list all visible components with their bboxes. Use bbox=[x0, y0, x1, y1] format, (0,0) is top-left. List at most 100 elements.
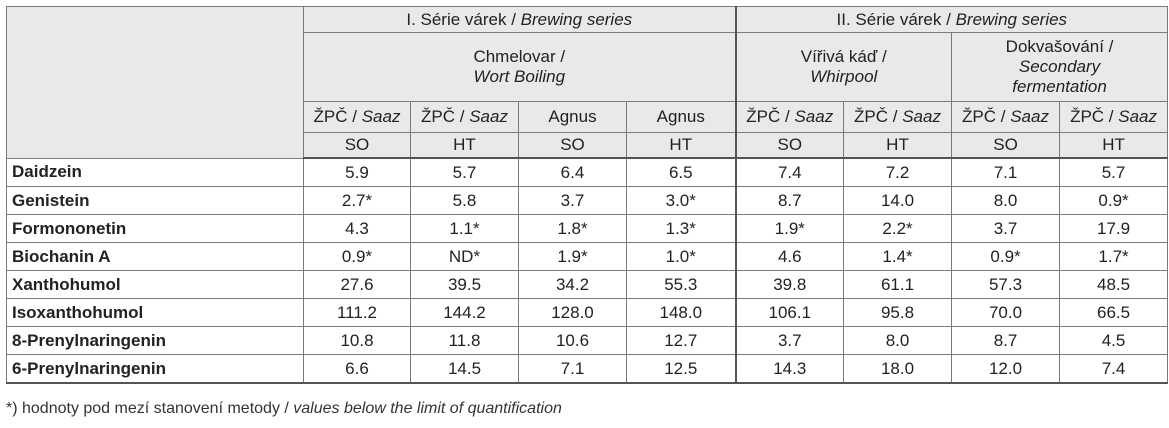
variety-header: ŽPČ / Saaz bbox=[734, 101, 845, 133]
value-cell: 14.3 bbox=[734, 354, 845, 384]
table-body: Daidzein 5.9 5.7 6.4 6.5 7.4 7.2 7.1 5.7 Genistei… bbox=[6, 157, 1169, 384]
subcode-header: HT bbox=[625, 132, 737, 159]
variety-header: ŽPČ / Saaz bbox=[843, 101, 953, 133]
value-cell: 1.3* bbox=[625, 214, 737, 243]
value-cell: 1.0* bbox=[625, 242, 737, 271]
value-cell: 6.5 bbox=[625, 157, 737, 187]
variety-header: ŽPČ / Saaz bbox=[410, 101, 519, 133]
value-cell: 106.1 bbox=[734, 298, 845, 327]
value-cell: 10.6 bbox=[518, 326, 627, 355]
series-1-header: I. Série várek / Brewing series bbox=[302, 6, 737, 33]
value-cell: 70.0 bbox=[951, 298, 1061, 327]
subcode-header: HT bbox=[1059, 132, 1169, 159]
variety-header: ŽPČ / Saaz bbox=[303, 101, 411, 133]
value-cell: 39.8 bbox=[734, 270, 845, 299]
value-cell: 27.6 bbox=[303, 270, 411, 299]
table-row: 6-Prenylnaringenin 6.6 14.5 7.1 12.5 14.3 18.0… bbox=[6, 354, 1169, 384]
value-cell: 5.8 bbox=[410, 186, 519, 215]
value-cell: 6.4 bbox=[518, 157, 627, 187]
value-cell: 8.7 bbox=[951, 326, 1061, 355]
value-cell: 1.9* bbox=[734, 214, 845, 243]
table-corner-cell bbox=[6, 6, 304, 159]
series-2-header: II. Série várek / Brewing series bbox=[734, 6, 1169, 33]
compound-name: Isoxanthohumol bbox=[6, 298, 304, 327]
value-cell: 34.2 bbox=[518, 270, 627, 299]
value-cell: 4.6 bbox=[734, 242, 845, 271]
value-cell: 111.2 bbox=[303, 298, 411, 327]
value-cell: 18.0 bbox=[843, 354, 953, 384]
value-cell: 1.4* bbox=[843, 242, 953, 271]
value-cell: 3.7 bbox=[951, 214, 1061, 243]
value-cell: 7.4 bbox=[1059, 354, 1169, 384]
value-cell: 12.5 bbox=[625, 354, 737, 384]
value-cell: 6.6 bbox=[303, 354, 411, 384]
value-cell: 66.5 bbox=[1059, 298, 1169, 327]
value-cell: 7.4 bbox=[734, 157, 845, 187]
table-row: Formononetin 4.3 1.1* 1.8* 1.3* 1.9* 2.2* 3.7 17… bbox=[6, 214, 1169, 243]
value-cell: 61.1 bbox=[843, 270, 953, 299]
table-row: Genistein 2.7* 5.8 3.7 3.0* 8.7 14.0 8.0 0.9* bbox=[6, 186, 1169, 215]
value-cell: 4.3 bbox=[303, 214, 411, 243]
value-cell: 48.5 bbox=[1059, 270, 1169, 299]
value-cell: 7.1 bbox=[951, 157, 1061, 187]
value-cell: 39.5 bbox=[410, 270, 519, 299]
value-cell: 3.0* bbox=[625, 186, 737, 215]
value-cell: 2.2* bbox=[843, 214, 953, 243]
compound-name: Xanthohumol bbox=[6, 270, 304, 299]
value-cell: 0.9* bbox=[951, 242, 1061, 271]
value-cell: 2.7* bbox=[303, 186, 411, 215]
compound-name: 6-Prenylnaringenin bbox=[6, 354, 304, 384]
table-row: Daidzein 5.9 5.7 6.4 6.5 7.4 7.2 7.1 5.7 bbox=[6, 157, 1169, 187]
compound-name: Biochanin A bbox=[6, 242, 304, 271]
subcode-header: SO bbox=[303, 132, 411, 159]
value-cell: 1.9* bbox=[518, 242, 627, 271]
value-cell: 4.5 bbox=[1059, 326, 1169, 355]
value-cell: 0.9* bbox=[1059, 186, 1169, 215]
footnote: *) hodnoty pod mezí stanovení metody / v… bbox=[6, 400, 562, 418]
stage-header-whirlpool: Vířivá káď / Whirpool bbox=[734, 32, 953, 102]
value-cell: 0.9* bbox=[303, 242, 411, 271]
value-cell: 10.8 bbox=[303, 326, 411, 355]
compound-name: 8-Prenylnaringenin bbox=[6, 326, 304, 355]
value-cell: 148.0 bbox=[625, 298, 737, 327]
isoflavone-table: I. Série várek / Brewing series II. Séri… bbox=[6, 6, 1169, 384]
value-cell: 3.7 bbox=[734, 326, 845, 355]
value-cell: 5.7 bbox=[410, 157, 519, 187]
value-cell: 7.2 bbox=[843, 157, 953, 187]
value-cell: 8.0 bbox=[843, 326, 953, 355]
value-cell: 5.9 bbox=[303, 157, 411, 187]
variety-header: Agnus bbox=[518, 101, 627, 133]
value-cell: 55.3 bbox=[625, 270, 737, 299]
footnote-en: values below the limit of quantification bbox=[293, 400, 562, 417]
value-cell: 57.3 bbox=[951, 270, 1061, 299]
table-row: 8-Prenylnaringenin 10.8 11.8 10.6 12.7 3.7 8.0… bbox=[6, 326, 1169, 355]
stage-header-secondary-fermentation: Dokvašování / Secondary fermentation bbox=[951, 32, 1169, 102]
value-cell: 17.9 bbox=[1059, 214, 1169, 243]
variety-header: Agnus bbox=[625, 101, 737, 133]
value-cell: 144.2 bbox=[410, 298, 519, 327]
compound-name: Formononetin bbox=[6, 214, 304, 243]
value-cell: 8.0 bbox=[951, 186, 1061, 215]
value-cell: 1.1* bbox=[410, 214, 519, 243]
stage-header-wort-boiling: Chmelovar / Wort Boiling bbox=[302, 32, 737, 102]
value-cell: 7.1 bbox=[518, 354, 627, 384]
table-row: Xanthohumol 27.6 39.5 34.2 55.3 39.8 61.1 57.3 4… bbox=[6, 270, 1169, 299]
value-cell: 12.0 bbox=[951, 354, 1061, 384]
value-cell: 5.7 bbox=[1059, 157, 1169, 187]
value-cell: 12.7 bbox=[625, 326, 737, 355]
variety-header: ŽPČ / Saaz bbox=[951, 101, 1061, 133]
value-cell: 14.0 bbox=[843, 186, 953, 215]
subcode-header: HT bbox=[410, 132, 519, 159]
compound-name: Daidzein bbox=[6, 157, 304, 187]
value-cell: 14.5 bbox=[410, 354, 519, 384]
value-cell: 8.7 bbox=[734, 186, 845, 215]
subcode-header: SO bbox=[951, 132, 1061, 159]
compound-name: Genistein bbox=[6, 186, 304, 215]
value-cell: 11.8 bbox=[410, 326, 519, 355]
subcode-header: HT bbox=[843, 132, 953, 159]
subcode-header: SO bbox=[518, 132, 627, 159]
value-cell: 1.7* bbox=[1059, 242, 1169, 271]
table-row: Isoxanthohumol 111.2 144.2 128.0 148.0 106.1 9… bbox=[6, 298, 1169, 327]
value-cell: 3.7 bbox=[518, 186, 627, 215]
value-cell: 1.8* bbox=[518, 214, 627, 243]
